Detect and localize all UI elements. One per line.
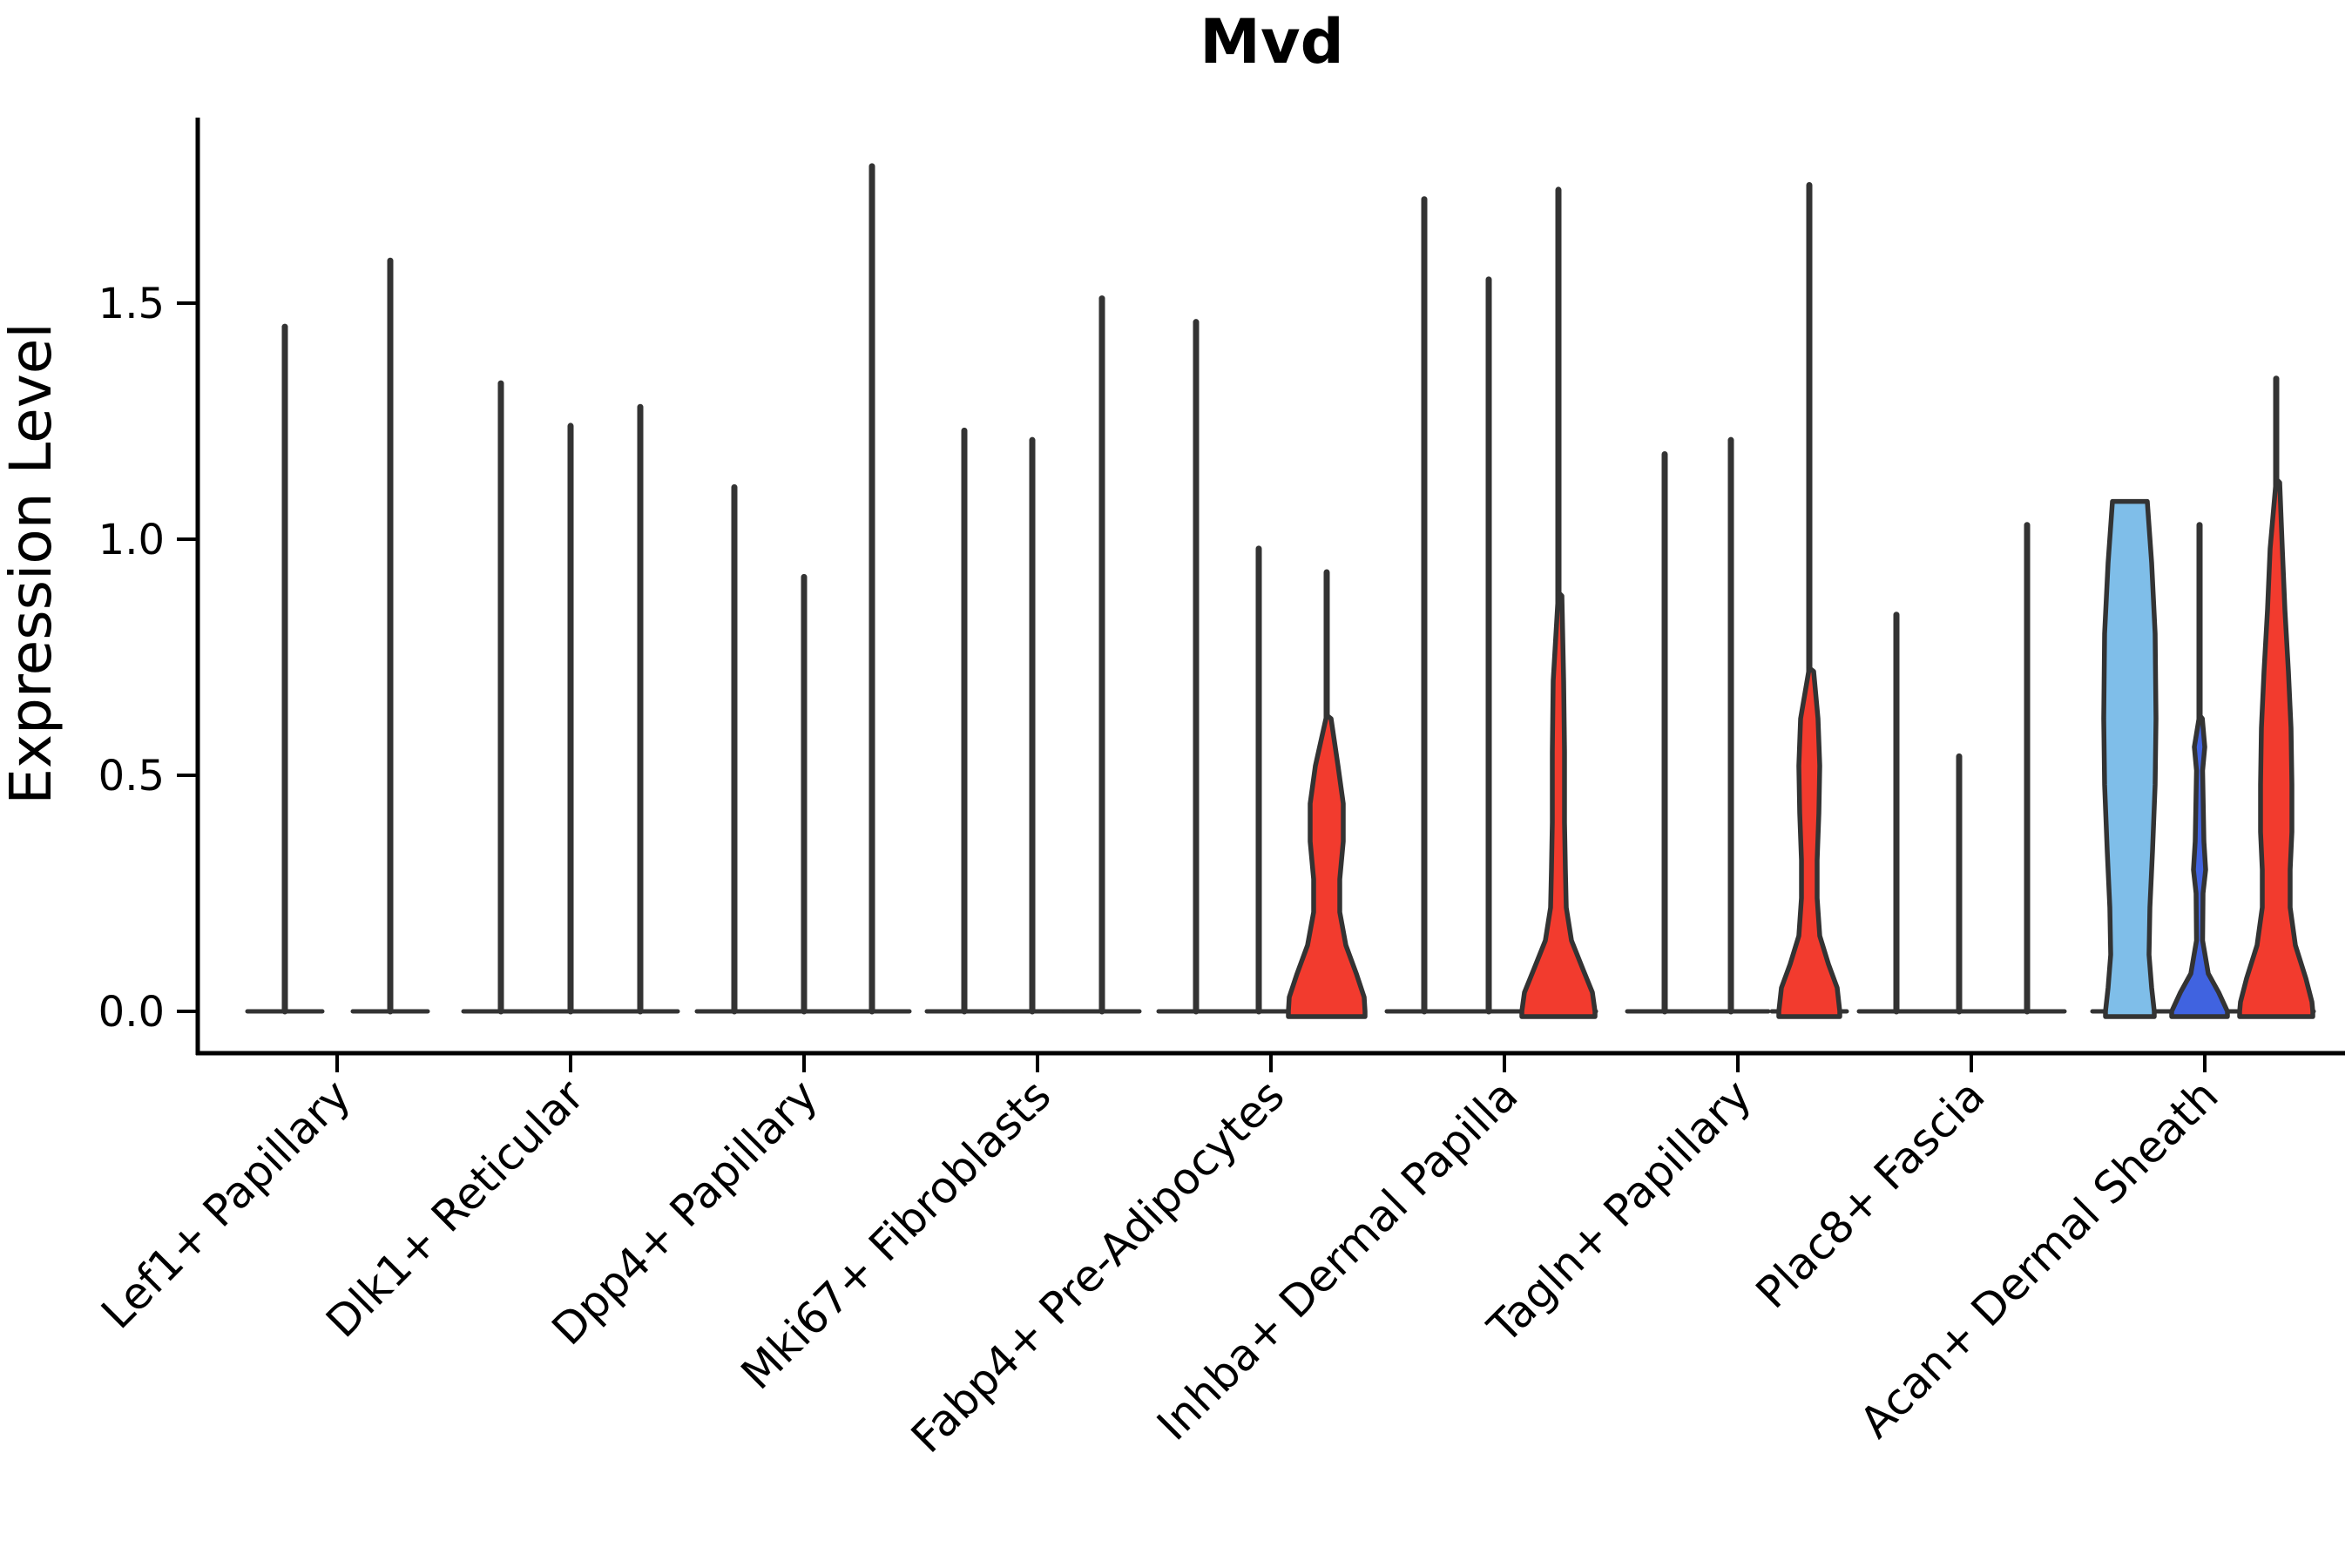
violin-body-light_blue <box>2101 498 2159 1019</box>
chart-title: Mvd <box>1200 6 1343 78</box>
violins-layer <box>245 163 2316 1019</box>
violin-body-red <box>1519 590 1598 1019</box>
y-axis-label: Expression Level <box>0 322 64 804</box>
y-tick-label: 1.0 <box>98 516 165 564</box>
y-tick-label: 0.5 <box>98 752 165 801</box>
violin-body-red <box>1286 713 1368 1019</box>
y-tick-label: 0.0 <box>98 988 165 1037</box>
y-tick-label: 1.5 <box>98 280 165 328</box>
violin-body-red <box>2237 476 2315 1019</box>
y-ticks-layer: 0.0 0.5 1.0 1.5 <box>98 280 198 1037</box>
violin-body-dark_blue <box>2169 713 2230 1019</box>
violin-body-red <box>1776 666 1842 1019</box>
